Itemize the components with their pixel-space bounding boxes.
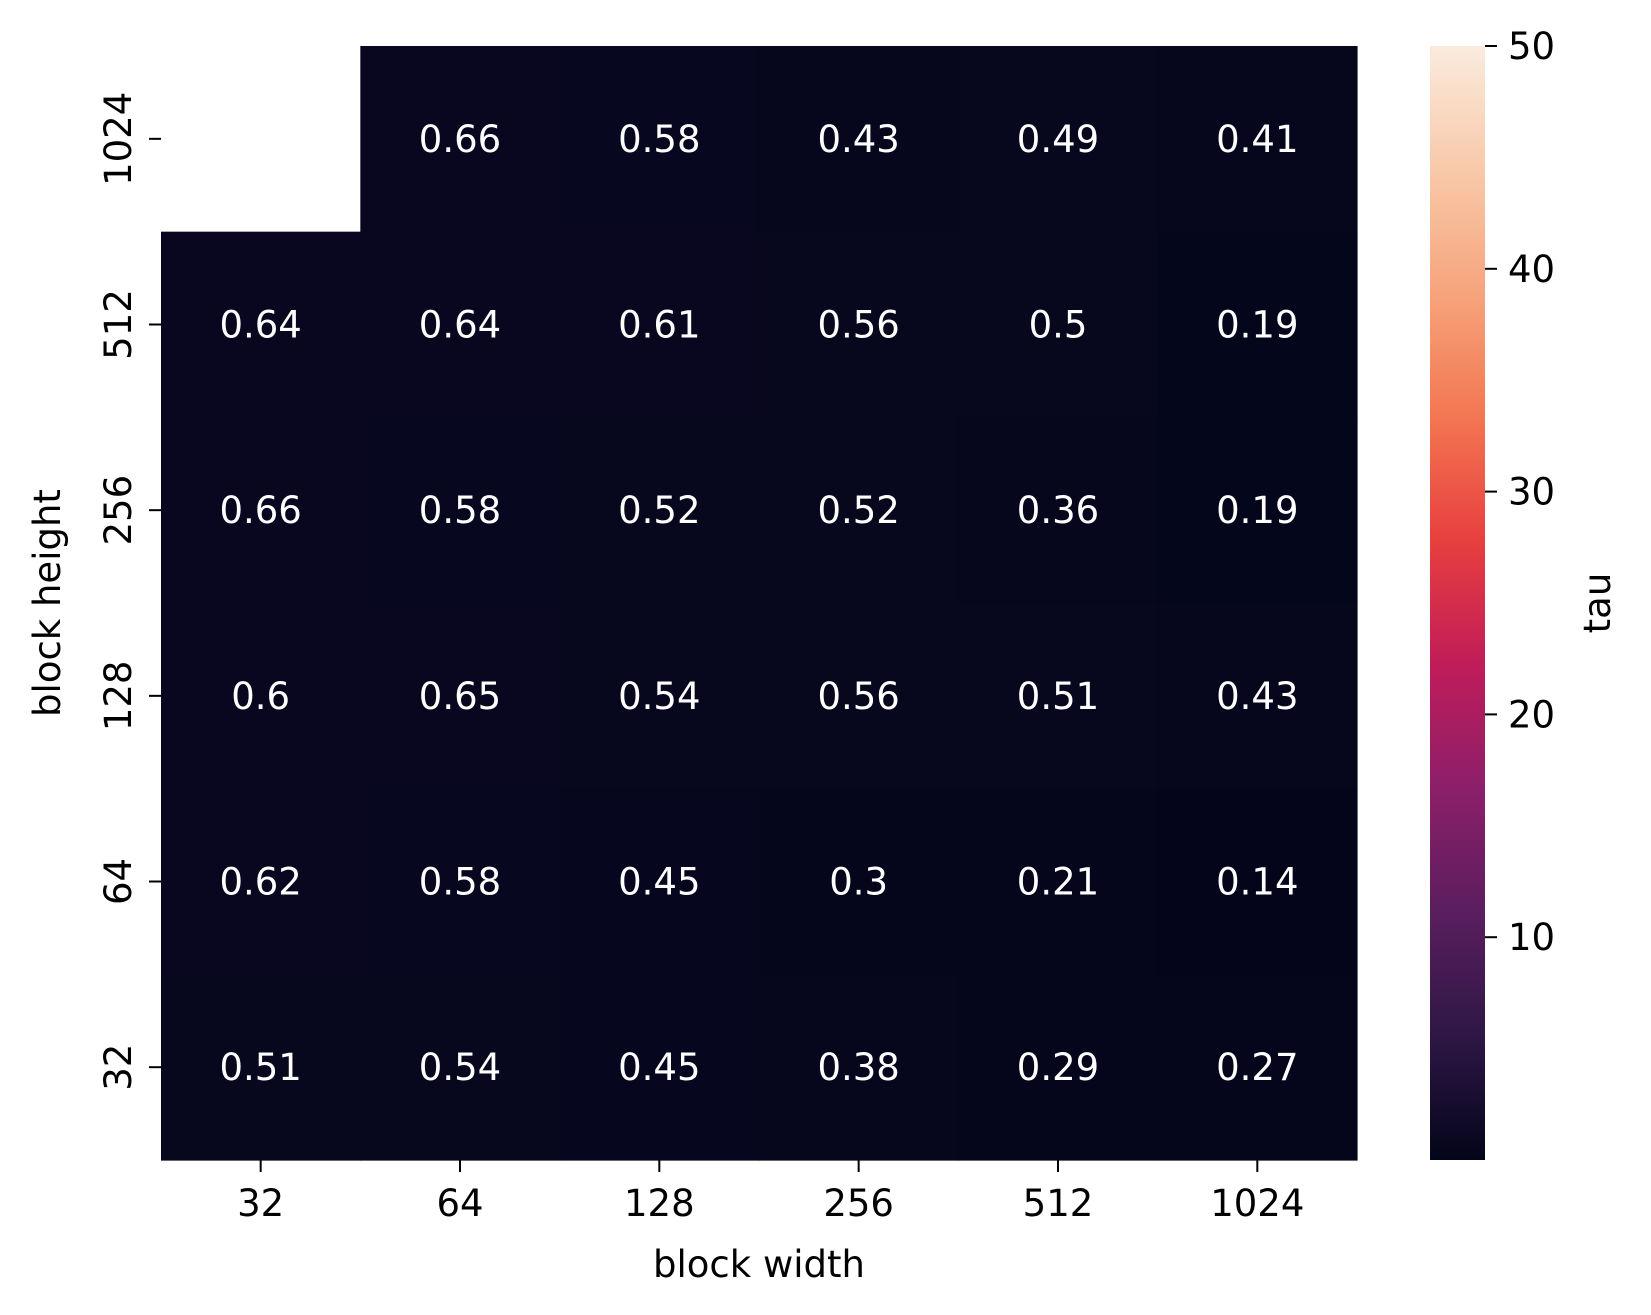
heatmap-cell [758, 417, 959, 604]
cell-value-label: 0.58 [419, 489, 501, 532]
cell-value-label: 0.41 [1216, 118, 1298, 161]
colorbar [1430, 46, 1485, 1160]
colorbar-tick-label: 30 [1508, 471, 1555, 514]
cell-value-label: 0.36 [1017, 489, 1099, 532]
cell-value-label: 0.61 [618, 304, 700, 347]
colorbar-tick-label: 10 [1508, 916, 1555, 959]
heatmap-cell [360, 974, 561, 1161]
cell-value-label: 0.14 [1216, 861, 1298, 904]
heatmap-cell [958, 417, 1159, 604]
heatmap-cell [758, 46, 959, 233]
heatmap-cell [1157, 46, 1358, 233]
heatmap-cell [360, 417, 561, 604]
colorbar-ticks: 10 20 30 40 50 [1485, 25, 1555, 959]
heatmap-cell [559, 788, 760, 975]
heatmap-cell [1157, 788, 1358, 975]
cell-value-label: 0.62 [219, 861, 301, 904]
y-axis: 1024 512 256 128 64 32 [97, 92, 161, 1091]
y-tick-label: 64 [97, 858, 140, 905]
heatmap-cell [161, 417, 361, 604]
cell-value-label: 0.64 [419, 304, 501, 347]
heatmap-cell [958, 603, 1159, 790]
heatmap-cell [559, 46, 760, 233]
y-tick-label: 32 [97, 1044, 140, 1091]
colorbar-tick-label: 50 [1508, 25, 1555, 68]
x-tick-label: 1024 [1210, 1182, 1304, 1225]
y-tick-label: 256 [97, 475, 140, 546]
x-tick-label: 256 [823, 1182, 894, 1225]
heatmap-cell [161, 231, 361, 418]
cell-value-label: 0.38 [817, 1046, 899, 1089]
heatmap-cell [161, 603, 361, 790]
cell-value-label: 0.52 [618, 489, 700, 532]
cell-value-label: 0.51 [219, 1046, 301, 1089]
x-tick-label: 512 [1023, 1182, 1094, 1225]
heatmap-cell [161, 974, 361, 1161]
heatmap-cell [559, 974, 760, 1161]
heatmap-cell [1157, 603, 1358, 790]
heatmap-cell [758, 788, 959, 975]
heatmap-cell [1157, 231, 1358, 418]
heatmap-cell [360, 788, 561, 975]
colorbar-label: tau [1576, 573, 1619, 634]
heatmap-cell [958, 974, 1159, 1161]
heatmap-cell [758, 974, 959, 1161]
cell-value-label: 0.29 [1017, 1046, 1099, 1089]
cell-annotations: 0.66 0.58 0.43 0.49 0.41 0.64 0.64 0.61 0.56 0.5 0… [219, 118, 1298, 1089]
cell-value-label: 0.54 [419, 1046, 501, 1089]
cell-value-label: 0.58 [618, 118, 700, 161]
cell-value-label: 0.66 [419, 118, 501, 161]
y-tick-label: 128 [97, 661, 140, 732]
cell-value-label: 0.52 [817, 489, 899, 532]
colorbar-tick-label: 40 [1508, 248, 1555, 291]
cell-value-label: 0.6 [231, 675, 290, 718]
cell-value-label: 0.56 [817, 675, 899, 718]
x-axis-label: block width [653, 1243, 865, 1286]
cell-value-label: 0.19 [1216, 304, 1298, 347]
heatmap-cell [1157, 417, 1358, 604]
heatmap-cell [958, 231, 1159, 418]
y-axis-label: block height [26, 489, 69, 717]
cell-value-label: 0.27 [1216, 1046, 1298, 1089]
y-tick-label: 1024 [97, 92, 140, 186]
heatmap-cell [958, 46, 1159, 233]
cell-value-label: 0.19 [1216, 489, 1298, 532]
x-tick-label: 64 [436, 1182, 483, 1225]
heatmap-cell [958, 788, 1159, 975]
cell-value-label: 0.56 [817, 304, 899, 347]
heatmap-cell [360, 603, 561, 790]
x-tick-label: 32 [237, 1182, 284, 1225]
cell-value-label: 0.66 [219, 489, 301, 532]
x-tick-label: 128 [624, 1182, 695, 1225]
cell-value-label: 0.64 [219, 304, 301, 347]
cell-value-label: 0.43 [817, 118, 899, 161]
cell-value-label: 0.45 [618, 861, 700, 904]
cell-value-label: 0.5 [1029, 304, 1088, 347]
y-tick-label: 512 [97, 289, 140, 360]
cell-value-label: 0.3 [829, 861, 888, 904]
colorbar-tick-label: 20 [1508, 693, 1555, 736]
cell-value-label: 0.49 [1017, 118, 1099, 161]
cell-value-label: 0.58 [419, 861, 501, 904]
cell-value-label: 0.65 [419, 675, 501, 718]
heatmap-cell [758, 231, 959, 418]
cell-value-label: 0.51 [1017, 675, 1099, 718]
cell-value-label: 0.43 [1216, 675, 1298, 718]
heatmap-cell [559, 417, 760, 604]
heatmap-cell [360, 231, 561, 418]
heatmap-cell [758, 603, 959, 790]
heatmap-cells [161, 46, 1358, 1161]
heatmap-cell [1157, 974, 1358, 1161]
cell-value-label: 0.21 [1017, 861, 1099, 904]
cell-value-label: 0.54 [618, 675, 700, 718]
heatmap-cell [559, 603, 760, 790]
cell-value-label: 0.45 [618, 1046, 700, 1089]
x-axis: 32 64 128 256 512 1024 [237, 1160, 1304, 1225]
heatmap-cell [161, 788, 361, 975]
heatmap-cell [559, 231, 760, 418]
heatmap-cell [360, 46, 561, 233]
